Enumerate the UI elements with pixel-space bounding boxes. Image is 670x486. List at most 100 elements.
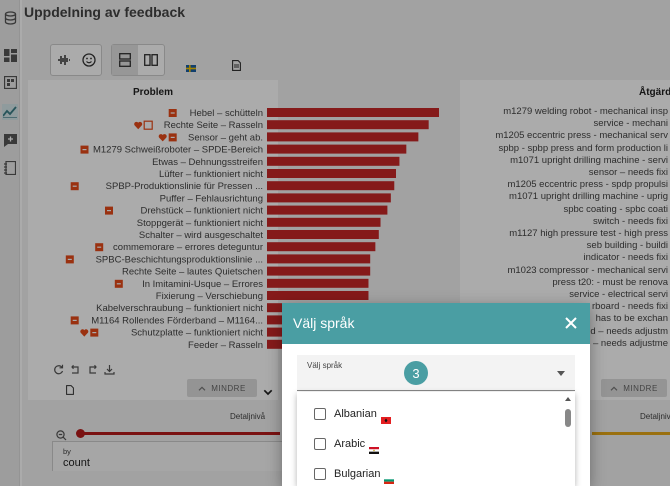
- bar-5[interactable]: [267, 169, 396, 178]
- stacked-layout-icon[interactable]: [112, 45, 138, 75]
- atgard-label[interactable]: switch - needs fixi: [593, 215, 668, 227]
- sweden-flag-icon[interactable]: [186, 59, 196, 77]
- detail-level-label: Detaljnivå: [230, 412, 266, 421]
- detail-slider-handle[interactable]: [76, 429, 85, 438]
- scroll-up-icon[interactable]: [565, 397, 571, 401]
- atgard-label[interactable]: rboard - needs fixi: [591, 301, 668, 313]
- pivot-icon[interactable]: [2, 74, 18, 90]
- bar-2[interactable]: [267, 132, 419, 142]
- bar-label-19[interactable]: Feeder – Rasseln: [188, 340, 263, 351]
- bar-label-14[interactable]: In Imitamini-Usque – Errores: [142, 279, 263, 290]
- atgard-label[interactable]: m1205 eccentric press - mechanical serv: [495, 130, 668, 142]
- atgard-label[interactable]: spbp - spbp press and form production li: [498, 142, 668, 154]
- trend-icon[interactable]: [2, 104, 18, 120]
- atgard-label[interactable]: ing – needs adjustme: [577, 337, 668, 349]
- bar-label-11[interactable]: commemorare – errores deteguntur: [113, 242, 263, 253]
- bar-label-18[interactable]: Schutzplatte – funktioniert nicht: [131, 328, 263, 339]
- bar-11[interactable]: [267, 242, 376, 252]
- bar-label-8[interactable]: Drehstück – funktioniert nicht: [140, 206, 263, 217]
- atgard-label[interactable]: spbc coating - spbc coati: [563, 203, 668, 215]
- chart-title-right: Åtgärd: [639, 87, 670, 98]
- download-icon[interactable]: [104, 362, 115, 380]
- heart-icon: [80, 329, 89, 337]
- atgard-label[interactable]: ed – needs adjustm: [585, 325, 668, 337]
- file-icon[interactable]: [66, 382, 74, 400]
- bar-14[interactable]: [267, 278, 369, 288]
- dashboard-icon[interactable]: [2, 47, 18, 63]
- bar-label-6[interactable]: SPBP-Produktionslinie für Pressen ...: [106, 181, 263, 192]
- bar-label-10[interactable]: Schalter – wird ausgeschaltet: [139, 230, 263, 241]
- language-select[interactable]: Välj språk 3: [297, 355, 575, 391]
- atgard-label[interactable]: service - mechani: [593, 118, 668, 130]
- checkbox[interactable]: [314, 468, 326, 480]
- side-by-side-layout-icon[interactable]: [138, 45, 164, 75]
- bar-1[interactable]: [267, 120, 429, 130]
- add-comment-icon[interactable]: [2, 132, 18, 148]
- bar-label-2[interactable]: Sensor – geht ab.: [188, 132, 263, 143]
- bar-label-16[interactable]: Kabelverschraubung – funktioniert nicht: [96, 303, 263, 314]
- bar-4[interactable]: [267, 156, 400, 166]
- atgard-label[interactable]: press t20: - must be renova: [552, 276, 668, 288]
- document-icon[interactable]: [232, 58, 241, 76]
- atgard-label[interactable]: m1127 high pressure test - high press: [509, 228, 668, 239]
- bar-label-15[interactable]: Fixierung – Verschiebung: [156, 291, 263, 302]
- refresh-icon[interactable]: [53, 362, 64, 380]
- bar-13[interactable]: [267, 266, 371, 276]
- atgard-label[interactable]: seb building - buildi: [586, 240, 668, 252]
- bar-12[interactable]: [267, 254, 371, 264]
- atgard-label[interactable]: m1071 upright drilling machine - uprig: [509, 191, 668, 203]
- atgard-label[interactable]: m1071 upright drilling machine - servi: [510, 154, 668, 166]
- bar-7[interactable]: [267, 193, 391, 203]
- language-option-bulgarian[interactable]: Bulgarian: [297, 459, 562, 486]
- bar-label-17[interactable]: M1164 Rollendes Förderband – M1164...: [91, 315, 263, 326]
- detail-slider-track[interactable]: [80, 432, 280, 435]
- albania-flag-icon: [380, 411, 391, 424]
- bar-6[interactable]: [267, 181, 395, 191]
- bar-0[interactable]: [267, 108, 439, 117]
- language-option-albanian[interactable]: Albanian: [297, 399, 562, 429]
- mindre-button-right[interactable]: MINDRE: [601, 379, 667, 397]
- dropdown-arrow-icon[interactable]: [557, 371, 565, 376]
- atgard-label[interactable]: indicator - needs fixi: [583, 252, 668, 264]
- bar-label-12[interactable]: SPBC-Beschichtungsproduktionslinie ...: [96, 254, 263, 265]
- smiley-icon[interactable]: [76, 45, 101, 75]
- close-icon[interactable]: [562, 314, 580, 332]
- bar-label-4[interactable]: Etwas – Dehnungsstreifen: [152, 157, 263, 168]
- bar-label-7[interactable]: Puffer – Fehlausrichtung: [160, 193, 263, 204]
- group-by-field[interactable]: by count: [52, 441, 292, 471]
- chevron-down-icon[interactable]: [263, 383, 273, 401]
- dropdown-scrollbar[interactable]: [563, 392, 573, 486]
- bar-8[interactable]: [267, 205, 388, 215]
- bar-10[interactable]: [267, 230, 379, 239]
- redo-icon[interactable]: [87, 362, 98, 380]
- bar-label-9[interactable]: Stoppgerät – funktioniert nicht: [137, 218, 264, 229]
- atgard-label[interactable]: m1205 eccentric press - spdp propulsi: [507, 179, 668, 191]
- bar-label-1[interactable]: Rechte Seite – Rasseln: [164, 120, 263, 131]
- bar-15[interactable]: [267, 291, 369, 300]
- atgard-label[interactable]: m1279 welding robot - mechanical insp: [503, 106, 668, 117]
- zoom-out-icon[interactable]: [56, 428, 67, 446]
- checkbox[interactable]: [314, 408, 326, 420]
- bar-label-0[interactable]: Hebel – schütteln: [190, 108, 263, 119]
- scroll-thumb[interactable]: [565, 409, 571, 427]
- language-option-arabic[interactable]: Arabic: [297, 429, 562, 459]
- atgard-label[interactable]: service - electrical servi: [569, 289, 668, 300]
- checkbox[interactable]: [314, 438, 326, 450]
- atgard-label[interactable]: has to be exchan: [595, 313, 668, 325]
- bar-9[interactable]: [267, 217, 381, 227]
- minus-square-icon: [105, 206, 113, 215]
- bar-label-5[interactable]: Lüfter – funktioniert nicht: [159, 169, 263, 180]
- detail-slider-track-right[interactable]: [592, 432, 670, 435]
- waveform-icon[interactable]: [51, 45, 76, 75]
- mindre-button-left[interactable]: MINDRE: [187, 379, 257, 397]
- bar-label-13[interactable]: Rechte Seite – lautes Quietschen: [122, 267, 263, 278]
- atgard-label[interactable]: sensor – needs fixi: [588, 167, 668, 178]
- atgard-label[interactable]: m1023 compressor - mechanical servi: [507, 264, 668, 276]
- notebook-icon[interactable]: [2, 160, 18, 176]
- database-icon[interactable]: [2, 10, 18, 26]
- bar-label-3[interactable]: M1279 Schweißroboter – SPDE-Bereich: [93, 145, 263, 156]
- minus-square-icon: [65, 255, 74, 264]
- undo-icon[interactable]: [70, 362, 81, 380]
- bar-3[interactable]: [267, 144, 407, 154]
